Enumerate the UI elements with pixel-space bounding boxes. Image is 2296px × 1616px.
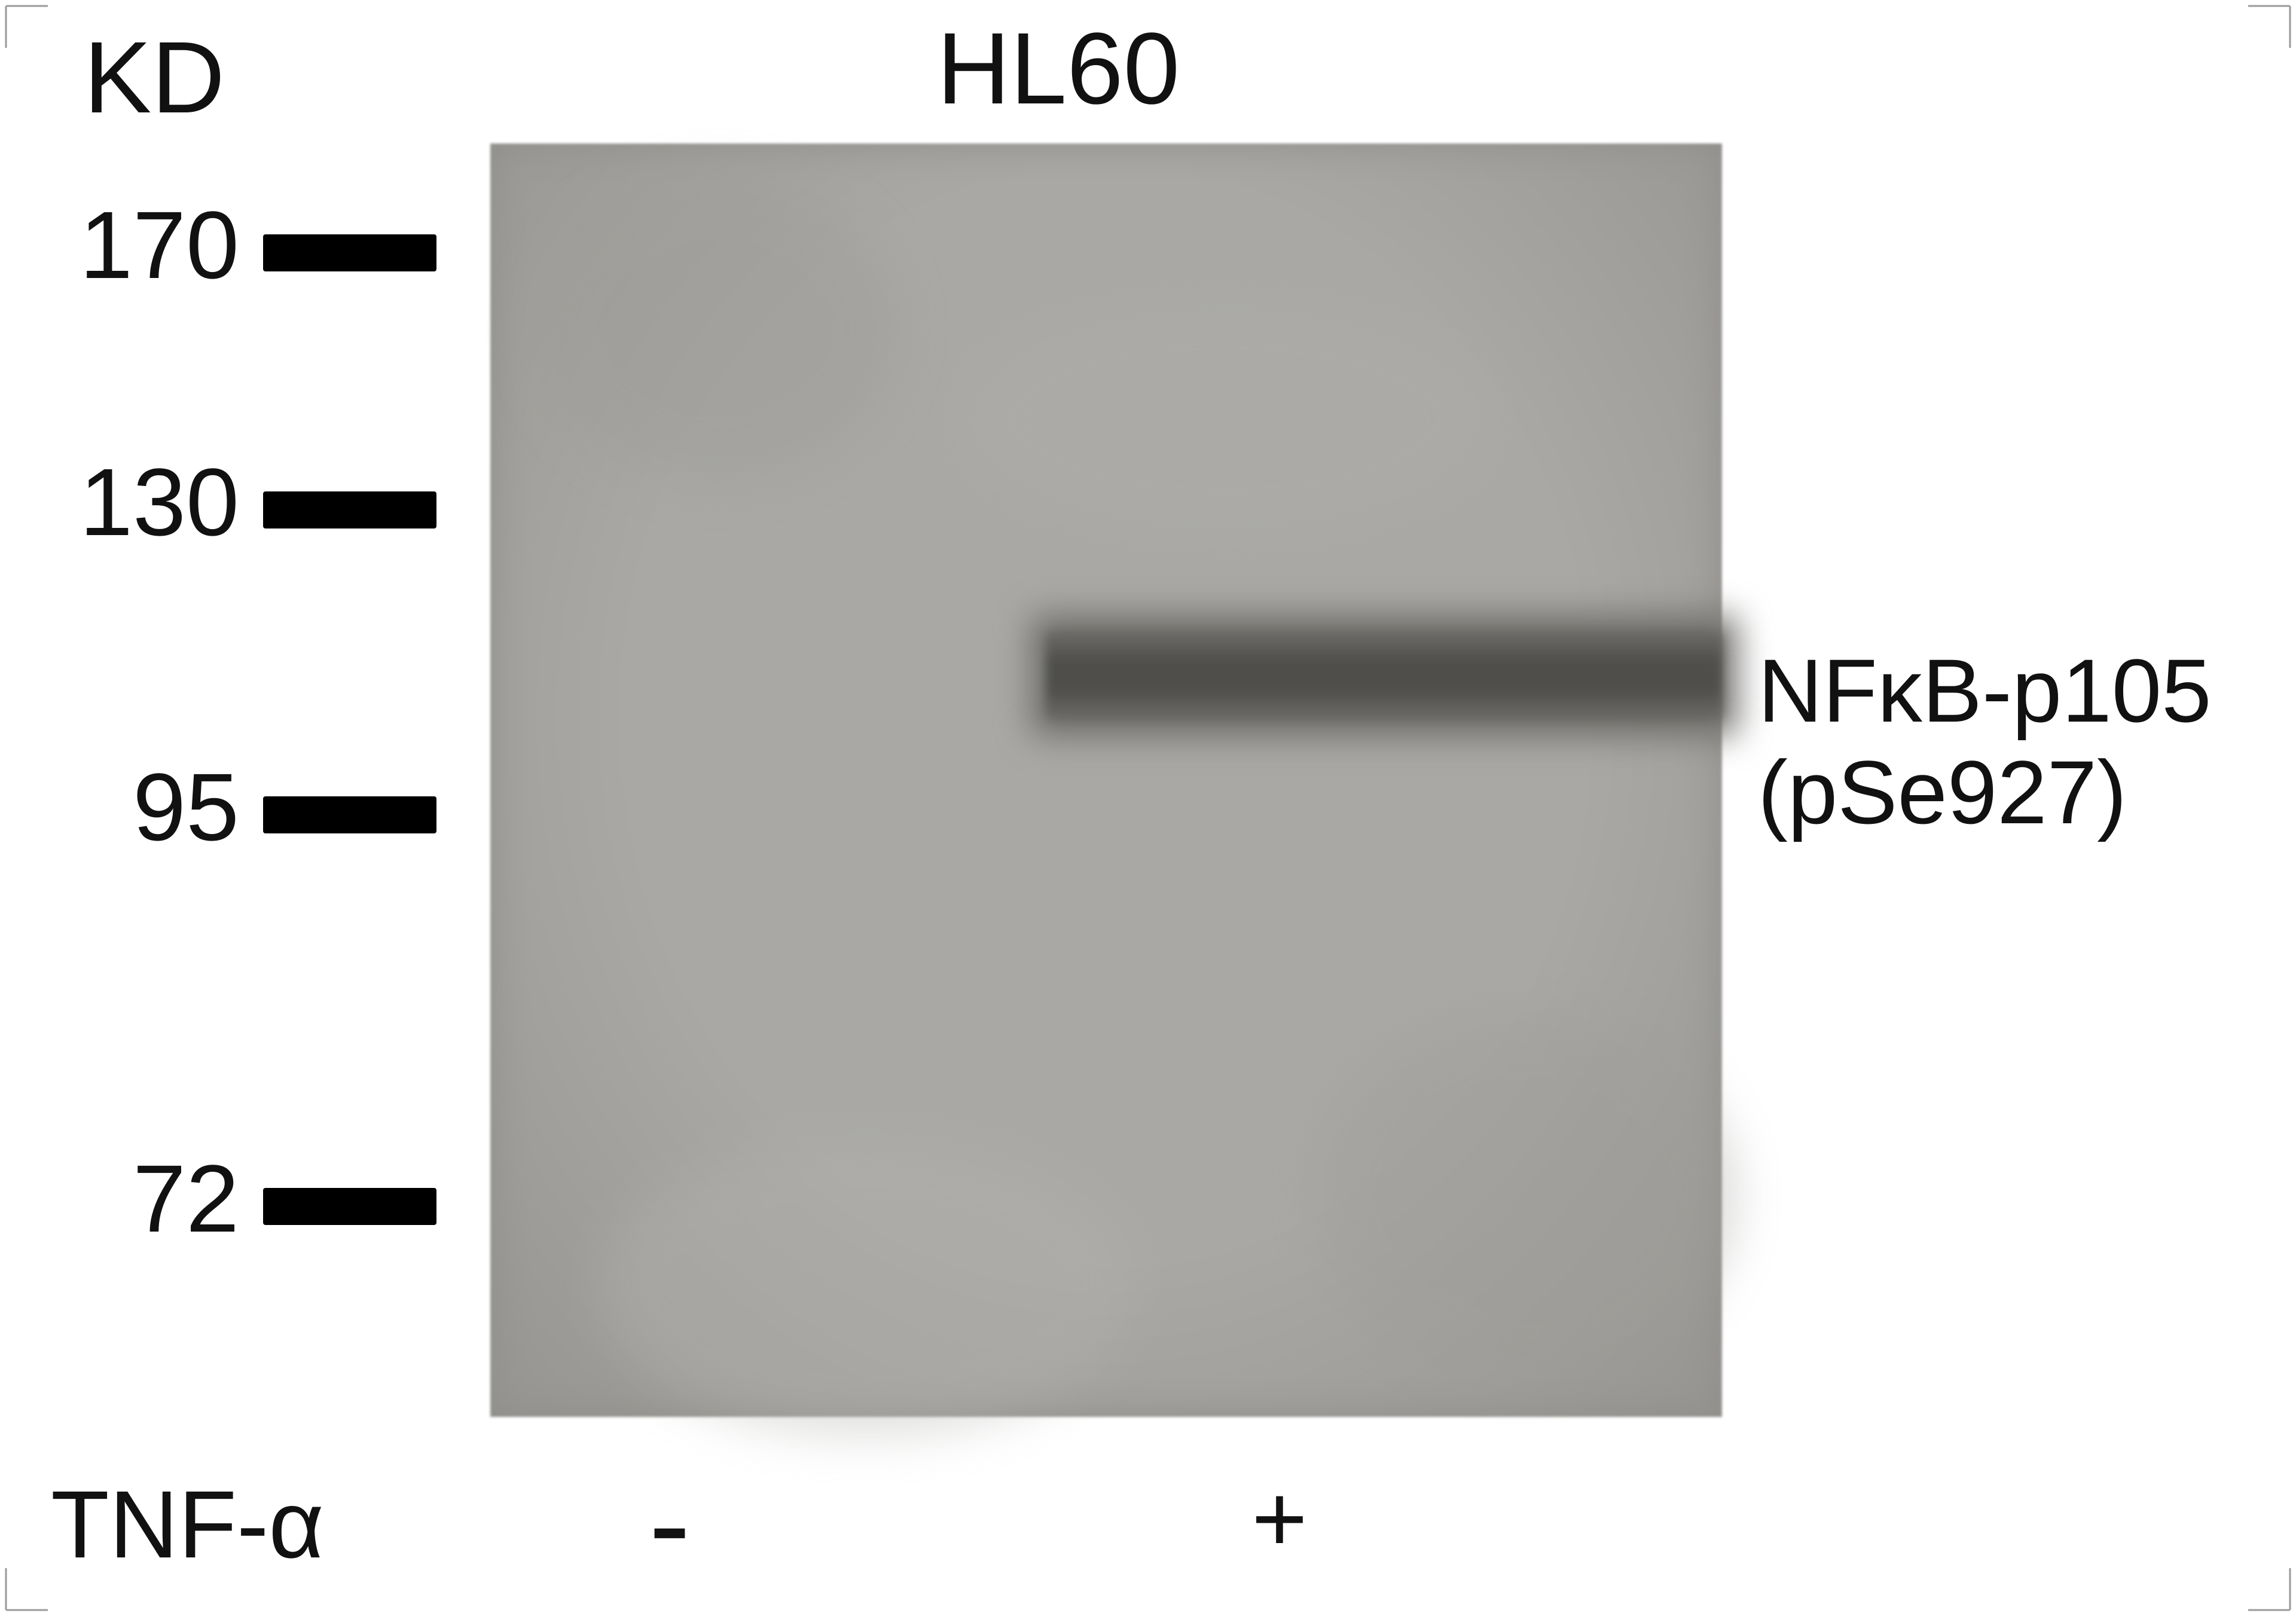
mw-label-72: 72 [42,1151,239,1247]
target-label-line1: NFκB-p105 [1758,646,2296,735]
figure-root: KD HL60 170 130 95 72 NFκB-p105 (pSe927) TN… [0,0,2296,1616]
cell-line-label: HL60 [849,18,1268,120]
smudge-3 [957,299,1495,538]
target-label-line2: (pSe927) [1758,747,2296,837]
mw-band-130 [263,491,436,529]
treatment-label: TNF-α [51,1477,410,1572]
lane-plus: + [1244,1471,1315,1566]
smudge-2 [598,1136,1136,1435]
detected-band-core [1046,631,1722,720]
mw-label-170: 170 [42,197,239,293]
mw-band-72 [263,1188,436,1225]
mw-label-95: 95 [42,759,239,855]
smudge-1 [1315,1016,1734,1375]
mw-band-95 [263,796,436,833]
kd-header: KD [84,27,263,129]
lane-minus: - [634,1462,706,1586]
mw-band-170 [263,234,436,271]
smudge-0 [538,179,897,478]
mw-label-130: 130 [42,454,239,550]
